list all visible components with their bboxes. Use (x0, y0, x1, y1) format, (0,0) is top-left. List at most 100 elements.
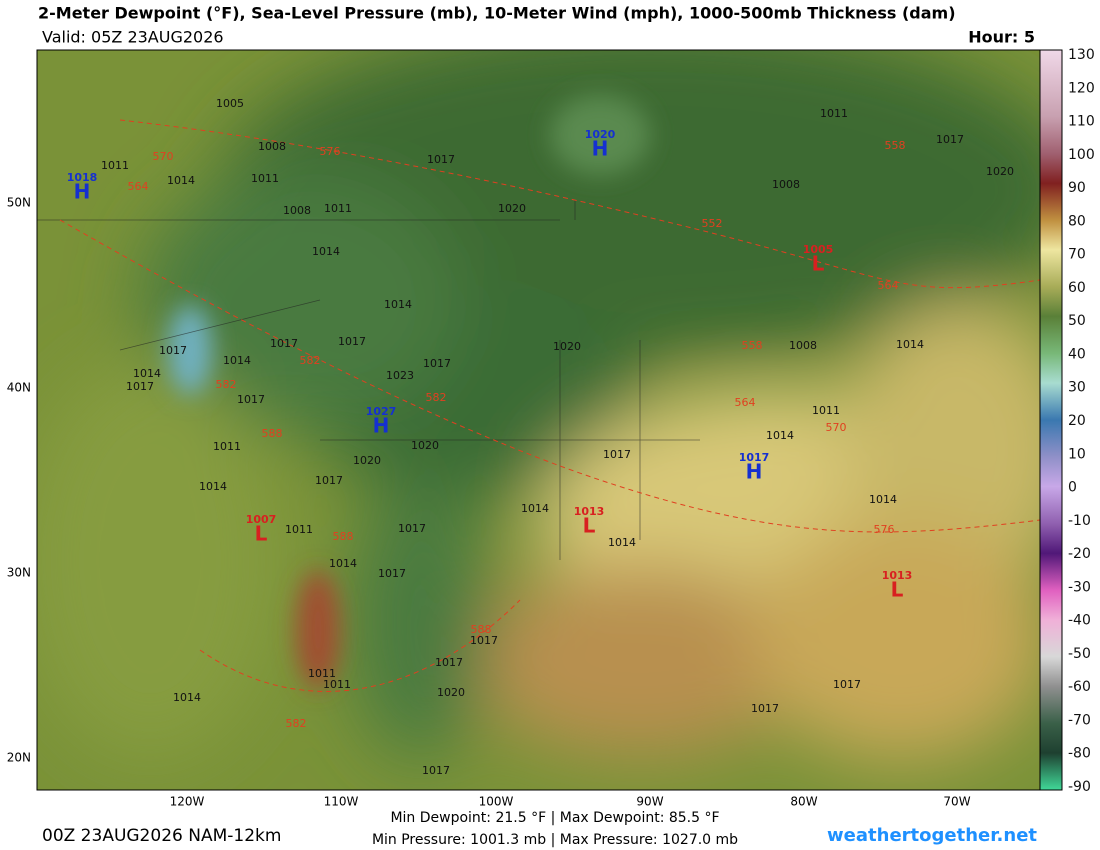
forecast-hour: Hour: 5 (968, 28, 1035, 47)
isobar-label: 1017 (427, 153, 455, 166)
colorbar-tick-label: 10 (1068, 446, 1086, 462)
isobar-label: 1011 (251, 172, 279, 185)
isobar-label: 1005 (216, 97, 244, 110)
thickness-label: 558 (885, 139, 906, 152)
pressure-range: Min Pressure: 1001.3 mb | Max Pressure: … (372, 832, 738, 848)
isobar-label: 1008 (789, 339, 817, 352)
pressure-center-letter: L (583, 514, 596, 538)
pressure-center-value: 1017 (739, 451, 770, 464)
colorbar-tick-label: 110 (1068, 114, 1095, 130)
colorbar-tick-label: 30 (1068, 380, 1086, 396)
isobar-label: 1017 (435, 656, 463, 669)
colorbar-tick-label: -20 (1068, 546, 1091, 562)
dewpoint-range: Min Dewpoint: 21.5 °F | Max Dewpoint: 85… (390, 810, 719, 826)
colorbar-tick-label: -70 (1068, 712, 1091, 728)
thickness-label: 588 (262, 427, 283, 440)
pressure-center-value: 1005 (803, 243, 834, 256)
isobar-label: 1017 (338, 335, 366, 348)
pressure-center-value: 1027 (366, 405, 397, 418)
isobar-label: 1011 (324, 202, 352, 215)
thickness-label: 564 (735, 396, 756, 409)
colorbar-tick-label: 80 (1068, 213, 1086, 229)
isobar-label: 1014 (312, 245, 340, 258)
thickness-label: 564 (878, 279, 899, 292)
isobar-label: 1014 (199, 480, 227, 493)
title: 2-Meter Dewpoint (°F), Sea-Level Pressur… (38, 4, 956, 23)
pressure-center-letter: H (373, 414, 390, 438)
isobar-label: 1014 (521, 502, 549, 515)
colorbar-tick-label: -80 (1068, 746, 1091, 762)
longitude-label: 80W (790, 795, 817, 809)
colorbar-tick-label: -50 (1068, 646, 1091, 662)
thickness-label: 576 (874, 523, 895, 536)
isobar-label: 1011 (101, 159, 129, 172)
thickness-label: 570 (826, 421, 847, 434)
map-field: 1018H1020H1005L1027H1017H1013L1007L1013L… (37, 50, 1040, 790)
isobar-label: 1011 (820, 107, 848, 120)
colorbar-tick-label: 130 (1068, 47, 1095, 63)
isobar-label: 1014 (384, 298, 412, 311)
isobar-label: 1020 (986, 165, 1014, 178)
pressure-center-value: 1013 (882, 569, 913, 582)
longitude-label: 70W (943, 795, 970, 809)
isobar-label: 1014 (608, 536, 636, 549)
isobar-label: 1017 (159, 344, 187, 357)
colorbar-tick-label: -90 (1068, 779, 1091, 795)
colorbar-tick-label: 50 (1068, 313, 1086, 329)
colorbar-tick-label: 20 (1068, 413, 1086, 429)
pressure-center-letter: H (746, 460, 763, 484)
isobar-label: 1017 (423, 357, 451, 370)
pressure-center-letter: H (74, 180, 91, 204)
isobar-label: 1020 (553, 340, 581, 353)
thickness-label: 564 (128, 180, 149, 193)
thickness-label: 582 (286, 717, 307, 730)
isobar-label: 1017 (315, 474, 343, 487)
isobar-label: 1011 (323, 678, 351, 691)
colorbar-tick-label: -30 (1068, 579, 1091, 595)
isobar-label: 1011 (308, 667, 336, 680)
isobar-label: 1017 (833, 678, 861, 691)
colorbar-tick-label: 90 (1068, 180, 1086, 196)
colorbar-tick-label: 0 (1068, 480, 1077, 496)
isobar-label: 1017 (936, 133, 964, 146)
isobar-label: 1020 (437, 686, 465, 699)
colorbar-tick-label: 120 (1068, 80, 1095, 96)
isobar-label: 1020 (411, 439, 439, 452)
thickness-label: 582 (216, 378, 237, 391)
isobar-label: 1017 (126, 380, 154, 393)
isobar-label: 1017 (237, 393, 265, 406)
isobar-label: 1011 (285, 523, 313, 536)
isobar-label: 1014 (223, 354, 251, 367)
isobar-label: 1014 (167, 174, 195, 187)
isobar-label: 1017 (603, 448, 631, 461)
site-link[interactable]: weathertogether.net (827, 825, 1037, 846)
isobar-label: 1017 (270, 337, 298, 350)
isobar-label: 1014 (766, 429, 794, 442)
thickness-label: 552 (702, 217, 723, 230)
longitude-label: 90W (636, 795, 663, 809)
colorbar-tick-label: 60 (1068, 280, 1086, 296)
colorbar-tick-label: 40 (1068, 346, 1086, 362)
pressure-center-letter: L (255, 522, 268, 546)
isobar-label: 1011 (213, 440, 241, 453)
isobar-label: 1014 (869, 493, 897, 506)
model-run: 00Z 23AUG2026 NAM-12km (42, 826, 281, 846)
thickness-label: 570 (153, 150, 174, 163)
isobar-label: 1017 (751, 702, 779, 715)
isobar-label: 1017 (378, 567, 406, 580)
isobar-label: 1020 (353, 454, 381, 467)
colorbar-tick-label: 100 (1068, 147, 1095, 163)
latitude-label: 50N (7, 196, 31, 210)
thickness-label: 582 (426, 391, 447, 404)
longitude-label: 120W (170, 795, 205, 809)
isobar-label: 1017 (422, 764, 450, 777)
pressure-center-letter: L (891, 578, 904, 602)
colorbar-tick-label: 70 (1068, 247, 1086, 263)
thickness-label: 582 (300, 354, 321, 367)
latitude-label: 40N (7, 381, 31, 395)
thickness-label: 576 (320, 145, 341, 158)
latitude-label: 20N (7, 751, 31, 765)
colorbar (1039, 49, 1063, 791)
